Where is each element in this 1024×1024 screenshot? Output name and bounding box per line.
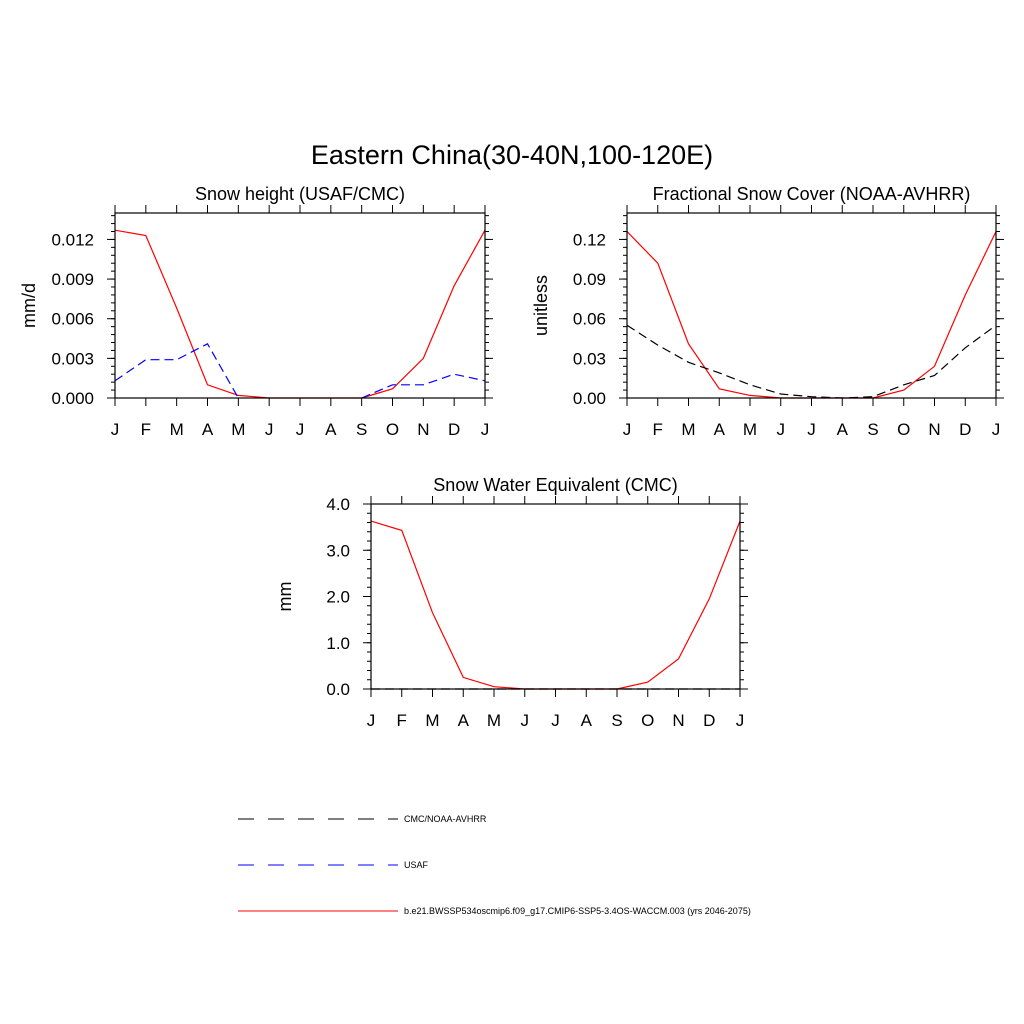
x-tick-label: N bbox=[928, 420, 940, 439]
x-tick-label: J bbox=[736, 711, 745, 730]
x-tick-label: S bbox=[867, 420, 878, 439]
x-tick-label: J bbox=[807, 420, 816, 439]
x-tick-label: S bbox=[611, 711, 622, 730]
x-tick-label: J bbox=[992, 420, 1001, 439]
y-tick-label: 0.06 bbox=[573, 310, 606, 329]
y-tick-label: 1.0 bbox=[326, 634, 350, 653]
y-tick-label: 0.000 bbox=[51, 389, 94, 408]
x-tick-label: J bbox=[265, 420, 274, 439]
y-axis-label: mm bbox=[275, 582, 295, 612]
legend-label: USAF bbox=[404, 860, 429, 870]
y-tick-label: 3.0 bbox=[326, 541, 350, 560]
x-tick-label: J bbox=[481, 420, 490, 439]
x-tick-label: A bbox=[581, 711, 593, 730]
y-tick-label: 0.12 bbox=[573, 230, 606, 249]
x-tick-label: A bbox=[202, 420, 214, 439]
y-tick-label: 2.0 bbox=[326, 588, 350, 607]
y-tick-label: 0.09 bbox=[573, 270, 606, 289]
y-tick-label: 0.006 bbox=[51, 310, 94, 329]
chart-panel-2: Fractional Snow Cover (NOAA-AVHRR) unitle… bbox=[531, 184, 1004, 439]
x-tick-label: D bbox=[448, 420, 460, 439]
y-axis-label: mm/d bbox=[19, 283, 39, 328]
chart-panel-3: Snow Water Equivalent (CMC)mmJ F M A M J J A S O N… bbox=[275, 475, 748, 730]
chart-panel-1: Snow height (USAF/CMC)mm/dJ F M A M J J A S O N D J0… bbox=[19, 184, 493, 439]
legend-label: CMC/NOAA-AVHRR bbox=[404, 814, 487, 824]
x-tick-label: J bbox=[623, 420, 632, 439]
panel-title: Fractional Snow Cover (NOAA-AVHRR) bbox=[653, 184, 971, 204]
x-tick-label: A bbox=[325, 420, 337, 439]
x-tick-label: D bbox=[703, 711, 715, 730]
y-tick-label: 0.00 bbox=[573, 389, 606, 408]
y-tick-label: 0.003 bbox=[51, 349, 94, 368]
y-axis-label: unitless bbox=[531, 275, 551, 336]
x-tick-label: M bbox=[487, 711, 501, 730]
y-tick-label: 0.03 bbox=[573, 349, 606, 368]
x-tick-label: J bbox=[296, 420, 305, 439]
x-tick-label: J bbox=[521, 711, 530, 730]
x-tick-label: M bbox=[681, 420, 695, 439]
x-tick-label: M bbox=[743, 420, 757, 439]
x-tick-label: S bbox=[356, 420, 367, 439]
x-tick-label: J bbox=[551, 711, 560, 730]
figure-title: Eastern China(30-40N,100-120E) bbox=[311, 140, 713, 170]
series-line-cmc bbox=[626, 324, 997, 399]
legend-label: b.e21.BWSSP534oscmip6.f09_g17.CMIP6-SSP5… bbox=[404, 906, 751, 916]
y-tick-label: 0.012 bbox=[51, 230, 94, 249]
y-tick-label: 4.0 bbox=[326, 495, 350, 514]
x-tick-label: A bbox=[714, 420, 726, 439]
x-tick-label: D bbox=[959, 420, 971, 439]
x-tick-label: M bbox=[170, 420, 184, 439]
x-tick-label: F bbox=[141, 420, 151, 439]
y-tick-label: 0.009 bbox=[51, 270, 94, 289]
x-tick-label: N bbox=[672, 711, 684, 730]
x-tick-label: J bbox=[777, 420, 786, 439]
panel-title: Snow Water Equivalent (CMC) bbox=[433, 475, 677, 495]
series-line-usaf bbox=[361, 373, 486, 399]
x-tick-label: M bbox=[425, 711, 439, 730]
x-tick-label: N bbox=[417, 420, 429, 439]
x-tick-label: O bbox=[641, 711, 654, 730]
figure-legend: CMC/NOAA-AVHRR USAF b.e21.BWSSP534oscmip6.… bbox=[238, 814, 751, 916]
y-tick-label: 0.0 bbox=[326, 680, 350, 699]
panel-title: Snow height (USAF/CMC) bbox=[195, 184, 405, 204]
x-tick-label: F bbox=[653, 420, 663, 439]
x-tick-label: J bbox=[367, 711, 376, 730]
x-tick-label: F bbox=[397, 711, 407, 730]
x-tick-label: O bbox=[897, 420, 910, 439]
x-tick-label: O bbox=[386, 420, 399, 439]
x-tick-label: M bbox=[231, 420, 245, 439]
x-tick-label: A bbox=[458, 711, 470, 730]
x-tick-label: A bbox=[837, 420, 849, 439]
chart-panels: Snow height (USAF/CMC)mm/dJ F M A M J J A S O N D J0… bbox=[19, 184, 1004, 730]
x-tick-label: J bbox=[111, 420, 120, 439]
